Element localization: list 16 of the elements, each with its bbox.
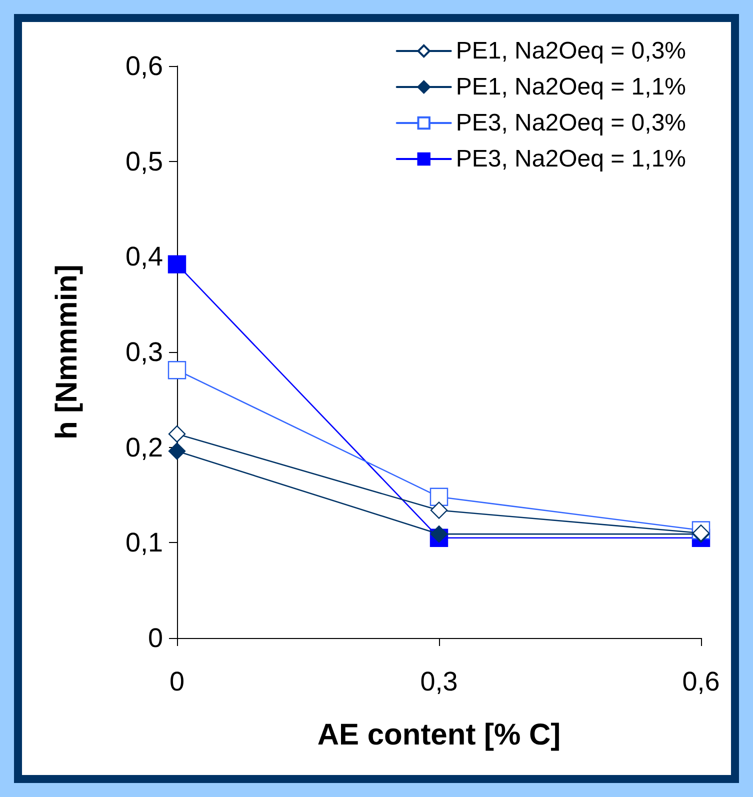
y-tick-label: 0,1 bbox=[125, 528, 163, 558]
x-axis-title: AE content [% C] bbox=[317, 718, 561, 752]
y-tick-label: 0,4 bbox=[125, 242, 163, 272]
y-tick-label: 0,2 bbox=[125, 432, 163, 462]
x-tick-label: 0,6 bbox=[682, 666, 720, 696]
x-tick-label: 0,3 bbox=[420, 666, 458, 696]
y-tick-label: 0 bbox=[148, 623, 163, 653]
legend-label: PE1, Na2Oeq = 1,1% bbox=[456, 74, 686, 100]
y-tick-label: 0,3 bbox=[125, 337, 163, 367]
legend-label: PE3, Na2Oeq = 0,3% bbox=[456, 110, 686, 136]
y-axis-title: h [Nmmmin] bbox=[50, 264, 84, 440]
legend-label: PE1, Na2Oeq = 0,3% bbox=[456, 38, 686, 64]
legend-label: PE3, Na2Oeq = 1,1% bbox=[456, 146, 686, 172]
y-tick-label: 0,6 bbox=[125, 51, 163, 81]
x-tick-label: 0 bbox=[169, 666, 185, 696]
y-tick-label: 0,5 bbox=[125, 146, 163, 176]
